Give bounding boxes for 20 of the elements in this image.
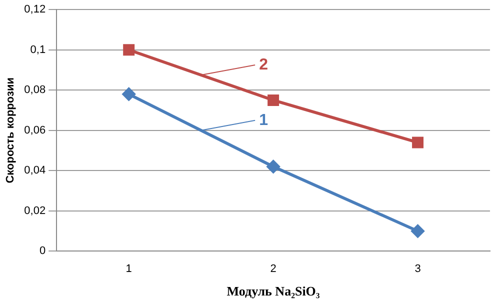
point	[123, 44, 135, 56]
point	[266, 160, 280, 174]
y-tick-label: 0,08	[24, 84, 46, 96]
y-tick-label: 0,04	[24, 164, 46, 177]
x-axis-title: Модуль Na₂SiO₃	[226, 284, 320, 299]
y-tick-label: 0,02	[24, 204, 46, 217]
point	[411, 224, 424, 238]
y-tick-label: 0	[39, 245, 46, 258]
point	[268, 94, 280, 106]
y-tick-label: 0,06	[24, 124, 46, 136]
y-tick-label: 0,1	[30, 44, 46, 56]
y-axis-title: Скорость коррозии	[4, 78, 17, 184]
legend-label: 2	[259, 56, 268, 74]
y-tick-label: 0,12	[24, 4, 46, 16]
legend-label: 1	[259, 112, 268, 129]
x-tick-label: 1	[126, 262, 132, 275]
point	[122, 88, 136, 101]
x-tick-label: 3	[414, 262, 421, 275]
point	[412, 136, 424, 148]
x-tick-label: 2	[270, 262, 276, 275]
